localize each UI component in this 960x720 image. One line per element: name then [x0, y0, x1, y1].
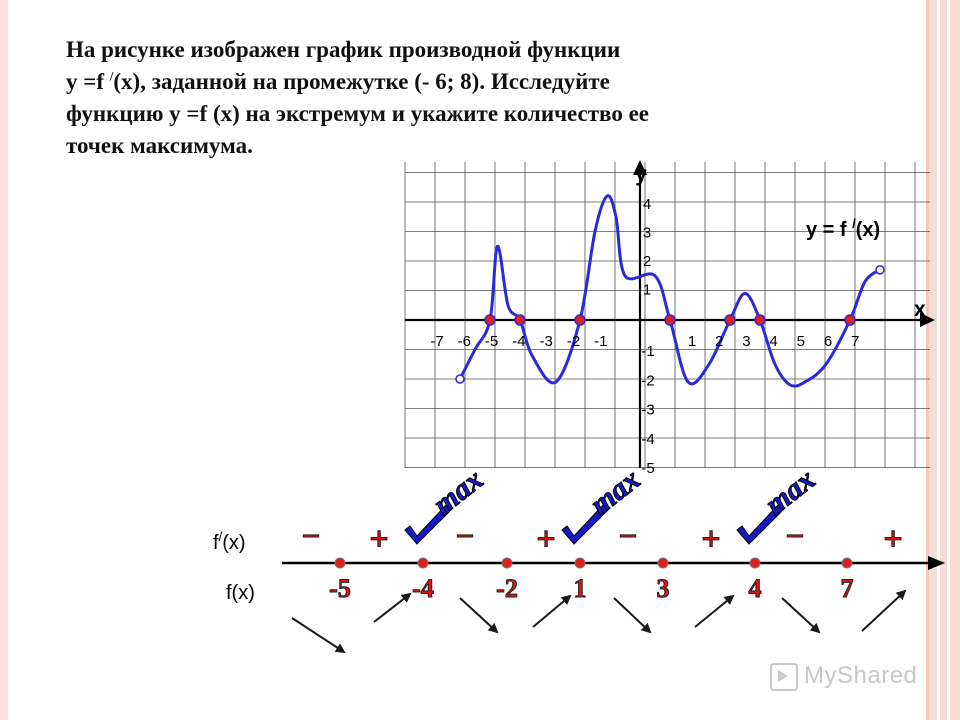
y-tick-label: 1: [643, 282, 651, 299]
decrease-arrow: [291, 617, 346, 654]
x-tick-label: -7: [430, 333, 443, 350]
y-tick-label: -5: [641, 460, 654, 477]
critical-point: [334, 557, 346, 569]
max-label: max: [427, 463, 489, 522]
zero-point: [574, 314, 586, 326]
critical-value: 1: [574, 574, 587, 603]
x-tick-label: -6: [458, 333, 471, 350]
problem-line-2-end: (x), заданной на промежутке (- 6; 8). Ис…: [113, 69, 610, 94]
problem-statement: На рисунке изображен график производной …: [66, 34, 898, 162]
number-line-arrow: [928, 556, 945, 570]
zero-point: [844, 314, 856, 326]
y-tick-label: 3: [643, 225, 651, 242]
axes: [405, 160, 935, 468]
critical-point: [574, 557, 586, 569]
x-tick-label: 4: [769, 333, 777, 350]
increase-arrow: [694, 594, 735, 628]
checkmark-icon: [561, 503, 611, 545]
x-tick-label: 3: [742, 333, 750, 350]
open-endpoint: [875, 265, 885, 275]
zero-point: [484, 314, 496, 326]
y-tick-label: -1: [641, 343, 654, 360]
curve-label: y = f /(x): [806, 216, 880, 241]
sign-minus: –: [620, 517, 637, 550]
x-tick-label: -5: [485, 333, 498, 350]
open-endpoint: [455, 374, 465, 384]
critical-point: [749, 557, 761, 569]
tick-labels: -7 -6 -5 -4 -3 -2 -1 1 2 3 4 5 6 7 4 3 2 1 -1 -2 -3 -4 -5 x y y =…: [430, 163, 926, 477]
checkmark-icon: [404, 503, 454, 545]
y-axis-label: y: [635, 163, 647, 186]
x-tick-label: 1: [688, 333, 696, 350]
critical-point: [417, 557, 429, 569]
sign-plus: +: [701, 521, 720, 558]
function-row-label: f(x): [226, 582, 255, 604]
prime-mark: /: [109, 68, 114, 84]
critical-value: 3: [657, 574, 670, 603]
zero-point: [664, 314, 676, 326]
watermark: MyShared: [770, 662, 917, 691]
critical-value: 7: [841, 574, 854, 603]
watermark-text: MyShared: [804, 662, 918, 689]
critical-value: -5: [329, 574, 351, 603]
critical-value: -2: [496, 574, 518, 603]
increase-arrow: [373, 592, 412, 623]
x-tick-label: -4: [512, 333, 525, 350]
checkmark-icon: [736, 503, 786, 545]
zero-point: [724, 314, 736, 326]
derivative-curve-group: [455, 194, 885, 388]
x-tick-label: -2: [567, 333, 580, 350]
problem-line-4: точек максимума.: [66, 133, 253, 158]
sign-plus: +: [883, 521, 902, 558]
slide-frame-left: [0, 0, 8, 720]
grid: [404, 162, 930, 468]
decrease-arrow: [459, 597, 499, 634]
y-tick-label: -4: [641, 431, 654, 448]
derivative-row-label: f/(x): [213, 529, 246, 554]
y-tick-label: 2: [643, 253, 651, 270]
y-axis-arrow: [633, 160, 647, 175]
zero-point: [754, 314, 766, 326]
x-tick-label: 5: [797, 333, 805, 350]
y-tick-label: -3: [641, 402, 654, 419]
sign-minus: –: [787, 517, 804, 550]
play-logo-icon: [770, 662, 798, 691]
sign-plus: +: [369, 521, 388, 558]
critical-point: [501, 557, 513, 569]
problem-line-2: y =f /(x), заданной на промежутке (- 6; …: [66, 66, 898, 98]
x-tick-label: -3: [540, 333, 553, 350]
zero-point: [514, 314, 526, 326]
decrease-arrow: [781, 597, 821, 634]
critical-point: [657, 557, 669, 569]
x-tick-label: 7: [851, 333, 859, 350]
increase-arrow: [532, 594, 572, 628]
x-axis-arrow: [920, 313, 935, 327]
x-axis-label: x: [914, 298, 926, 321]
critical-point: [841, 557, 853, 569]
derivative-curve: [458, 194, 881, 388]
decrease-arrow: [613, 597, 652, 634]
y-tick-label: 4: [643, 196, 651, 213]
critical-value: 4: [749, 574, 762, 603]
problem-line-2-start: y =f: [66, 69, 110, 94]
y-tick-label: -2: [641, 372, 654, 389]
max-label: max: [584, 463, 646, 522]
x-tick-label: -1: [594, 333, 607, 350]
problem-line-1: На рисунке изображен график производной …: [66, 37, 621, 62]
slide-frame-right: [926, 0, 960, 720]
max-label: max: [759, 463, 821, 522]
problem-line-3: функцию y =f (x) на экстремум и укажите …: [66, 101, 649, 126]
sign-minus: –: [457, 517, 474, 550]
x-tick-label: 2: [715, 333, 723, 350]
sign-plus: +: [536, 521, 555, 558]
sign-minus: –: [303, 517, 320, 550]
critical-value: -4: [412, 574, 434, 603]
sign-chart: f/(x) f(x) – + – + – + – + -5 -4 -2 1 3 4 7 max max max: [213, 462, 945, 654]
increase-arrow: [861, 589, 907, 632]
x-tick-label: 6: [824, 333, 832, 350]
